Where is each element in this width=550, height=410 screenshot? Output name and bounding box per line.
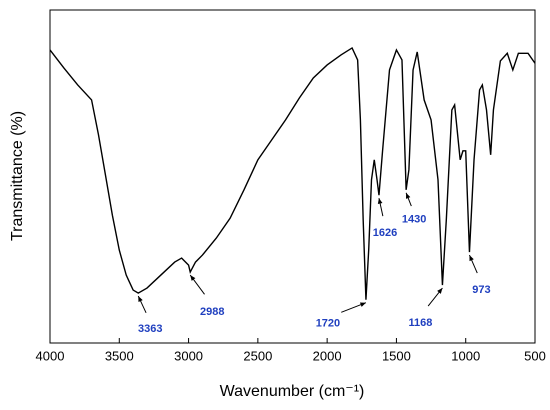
- x-tick-label: 1000: [451, 348, 480, 363]
- annotation-arrowhead: [469, 255, 474, 262]
- annotation-arrowhead: [437, 288, 443, 294]
- x-tick-label: 500: [524, 348, 546, 363]
- y-axis-title: Transmittance (%): [9, 111, 26, 241]
- x-tick-label: 3000: [174, 348, 203, 363]
- annotation-label: 3363: [138, 323, 162, 335]
- annotation-label: 1626: [373, 227, 397, 239]
- x-tick-label: 2000: [313, 348, 342, 363]
- plot-frame: [49, 9, 536, 344]
- annotation-arrowhead: [359, 302, 366, 307]
- annotation-arrowhead: [405, 192, 411, 199]
- annotation-label: 1720: [316, 318, 340, 330]
- spectrum-line: [49, 46, 536, 300]
- x-tick-label: 2500: [243, 348, 272, 363]
- x-tick-label: 4000: [36, 348, 65, 363]
- x-axis-title: Wavenumber (cm⁻¹): [220, 383, 365, 400]
- annotation-label: 1168: [408, 317, 432, 329]
- annotation-label: 2988: [200, 306, 224, 318]
- annotation-arrowhead: [190, 275, 196, 281]
- annotation-arrowhead: [377, 198, 383, 205]
- annotation-label: 1430: [402, 214, 426, 226]
- x-tick-label: 1500: [382, 348, 411, 363]
- annotation-label: 973: [472, 284, 490, 296]
- x-tick-label: 3500: [105, 348, 134, 363]
- annotation-arrowhead: [138, 296, 143, 303]
